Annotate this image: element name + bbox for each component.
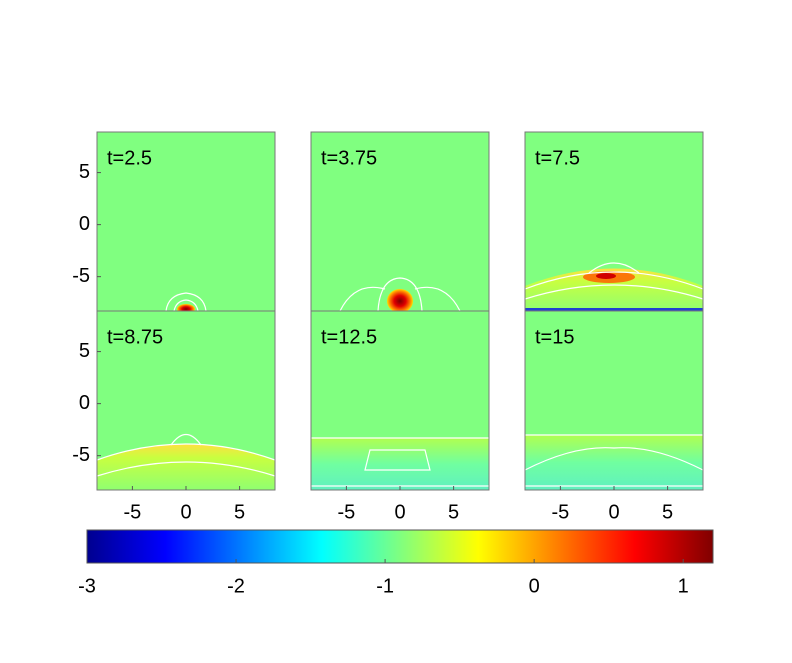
colorbar	[86, 529, 714, 564]
colorbar-tick-label: 0	[529, 575, 540, 597]
panel-field	[311, 132, 489, 311]
contour-line	[170, 433, 202, 446]
panel-field	[97, 132, 275, 311]
x-tick-label: 5	[448, 501, 459, 523]
field-band	[525, 268, 703, 311]
x-tick-label: 0	[394, 501, 405, 523]
field-blob	[596, 273, 616, 279]
x-tick-label: 5	[662, 501, 673, 523]
colorbar-tick-label: -2	[227, 575, 245, 597]
panel-title: t=8.75	[107, 326, 163, 348]
colorbar-tick-label: -3	[78, 575, 96, 597]
y-tick-label: 0	[79, 213, 90, 235]
contour-line	[414, 286, 461, 312]
x-tick-label: -5	[551, 501, 569, 523]
y-tick-label: -5	[72, 444, 90, 466]
field-band	[525, 435, 703, 490]
contour-line	[524, 284, 704, 300]
panel-title: t=2.5	[107, 147, 152, 169]
x-tick-label: -5	[337, 501, 355, 523]
contour-line	[524, 271, 704, 290]
panel-title: t=12.5	[321, 326, 377, 348]
contour-line	[96, 461, 276, 477]
field-edge	[525, 308, 703, 311]
colorbar-tick-label: 1	[678, 575, 689, 597]
contour-line	[96, 443, 276, 461]
x-tick-label: 0	[608, 501, 619, 523]
contour-line	[339, 286, 386, 312]
x-tick-label: -5	[123, 501, 141, 523]
field-blob	[387, 289, 413, 313]
y-tick-label: 0	[79, 392, 90, 414]
panel-title: t=15	[535, 326, 574, 348]
y-tick-label: 5	[79, 340, 90, 362]
y-tick-label: 5	[79, 161, 90, 183]
contour-line	[165, 292, 207, 312]
contour-line	[377, 277, 423, 312]
contour-line	[588, 262, 640, 274]
contour-line	[173, 299, 199, 312]
field-band	[97, 444, 275, 490]
field-band	[311, 438, 489, 490]
colorbar-tick-label: -1	[376, 575, 394, 597]
x-tick-label: 5	[234, 501, 245, 523]
y-tick-label: -5	[72, 265, 90, 287]
contour-line	[364, 449, 431, 471]
x-tick-label: 0	[180, 501, 191, 523]
contour-line	[524, 447, 704, 471]
panel-title: t=3.75	[321, 147, 377, 169]
panel-title: t=7.5	[535, 147, 580, 169]
